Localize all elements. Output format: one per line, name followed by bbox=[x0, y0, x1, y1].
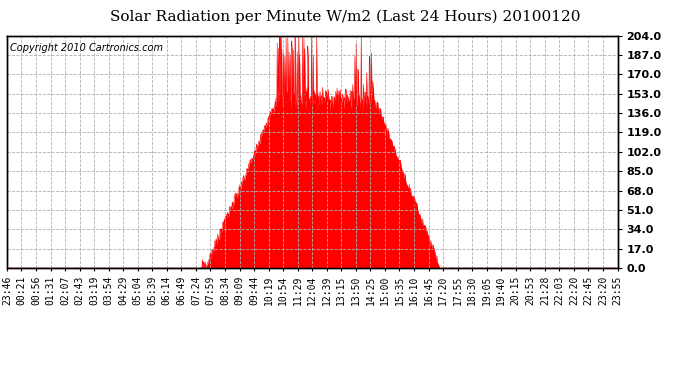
Text: Solar Radiation per Minute W/m2 (Last 24 Hours) 20100120: Solar Radiation per Minute W/m2 (Last 24… bbox=[110, 9, 580, 24]
Text: Copyright 2010 Cartronics.com: Copyright 2010 Cartronics.com bbox=[10, 43, 163, 52]
